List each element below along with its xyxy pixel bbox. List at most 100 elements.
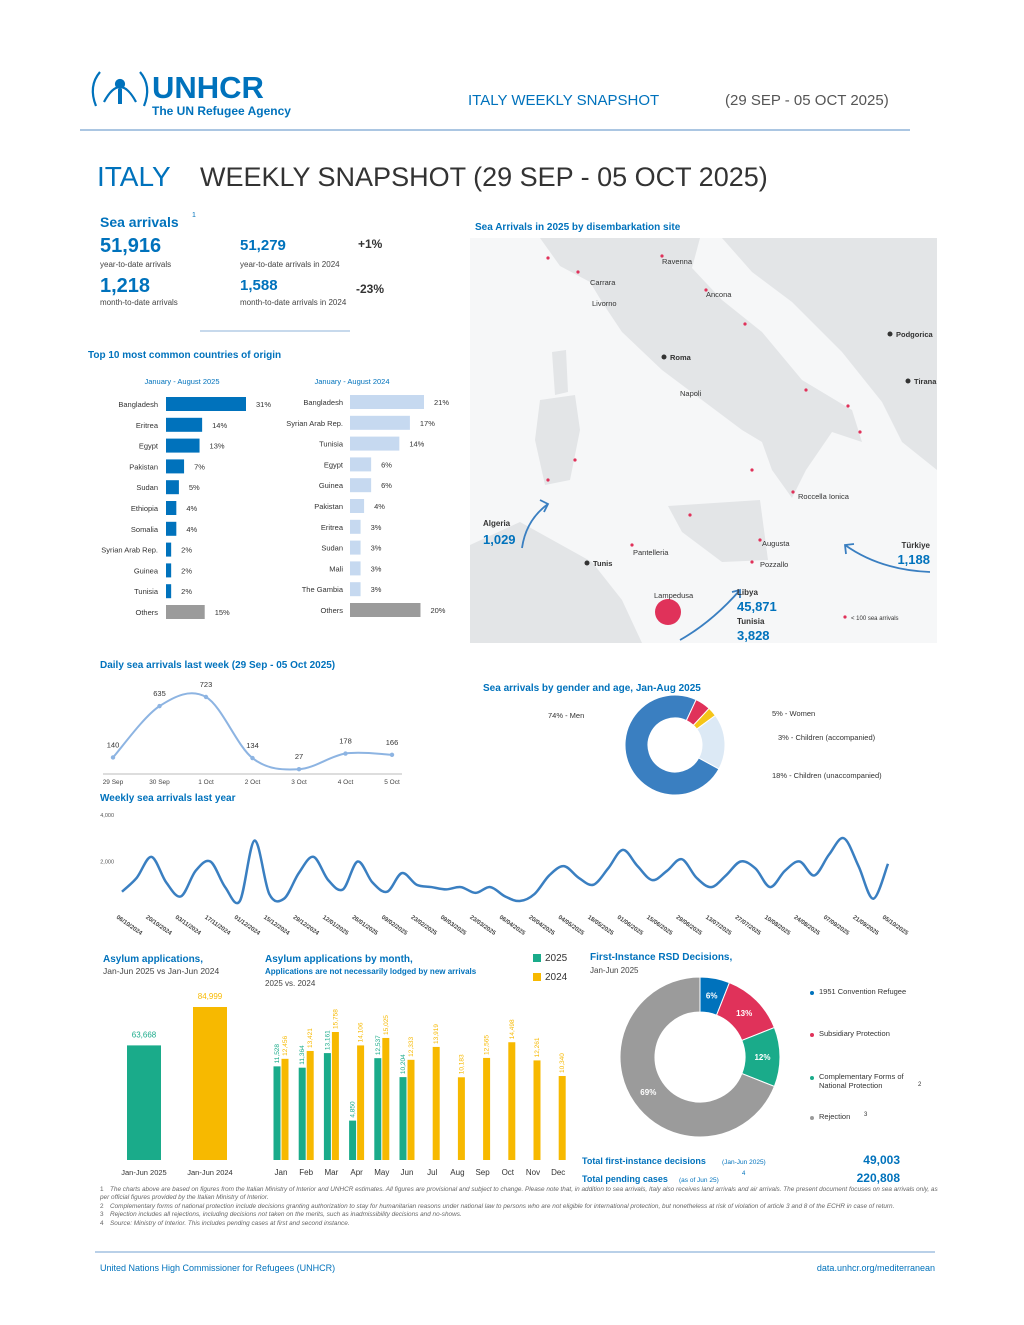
- category-label: Syrian Arab Rep.: [286, 419, 343, 428]
- footnote-text: Complementary forms of national protecti…: [110, 1202, 895, 1210]
- map-land-corsica: [552, 350, 568, 395]
- footnote-mark: 4: [742, 1171, 746, 1177]
- bar: [382, 1037, 390, 1160]
- x-tick-label: 20/10/2024: [144, 915, 173, 938]
- legend-label: Rejection: [819, 1112, 851, 1121]
- site-dot: [846, 404, 850, 408]
- bar: [166, 605, 205, 619]
- bar: [323, 1053, 331, 1160]
- category-label: Guinea: [134, 566, 159, 575]
- place: Napoli: [680, 389, 702, 398]
- value-label: 13%: [210, 442, 225, 451]
- x-tick-label: 12/01/2025: [321, 915, 350, 938]
- bar: [558, 1076, 566, 1160]
- legend-label-box: Subsidiary Protection: [819, 1029, 890, 1038]
- value-label: 3%: [371, 523, 382, 532]
- stat-value: 51,279: [240, 237, 286, 254]
- value-label: 12,261: [534, 1037, 541, 1057]
- legend-label: Complementary Forms of National Protecti…: [819, 1072, 904, 1090]
- map-legend: < 100 sea arrivals: [851, 616, 899, 622]
- category-label: Syrian Arab Rep.: [101, 546, 158, 555]
- bar: [166, 584, 172, 599]
- site-dot: [758, 538, 762, 542]
- map-site-dots: [546, 254, 862, 625]
- footnote-mark: 1: [192, 212, 196, 219]
- site-dot: [750, 560, 754, 564]
- x-tick-label: 3 Oct: [291, 779, 307, 786]
- value-label: 21%: [434, 398, 449, 407]
- total-label: Total first-instance decisions: [582, 1156, 706, 1166]
- stat-value: 1,218: [100, 275, 150, 297]
- stat-label: year-to-date arrivals in 2024: [240, 260, 340, 269]
- value-label: 6%: [381, 460, 392, 469]
- value-label: 84,999: [198, 992, 223, 1001]
- place: Roccella Ionica: [798, 492, 850, 501]
- slice-label: 6%: [706, 992, 718, 1001]
- x-tick-label: Feb: [299, 1168, 313, 1177]
- value-label: 11,364: [299, 1045, 306, 1065]
- legend-label: 2024: [545, 972, 568, 983]
- value-label: 15,758: [332, 1009, 339, 1029]
- x-tick-label: 5 Oct: [384, 779, 400, 786]
- x-tick-label: 03/11/2024: [174, 915, 202, 937]
- value-label: 3%: [371, 564, 382, 573]
- value-label: 14%: [409, 440, 424, 449]
- site-dot: [791, 490, 795, 494]
- chart-title: Asylum applications by month,: [265, 954, 413, 965]
- x-tick-label: 29/06/2025: [675, 915, 704, 938]
- logo: [91, 71, 149, 107]
- value-label: 4%: [374, 502, 385, 511]
- legend-label-box: Rejection: [819, 1112, 851, 1121]
- x-tick-label: 18/05/2025: [586, 915, 615, 938]
- map-land-africa: [470, 522, 642, 643]
- x-tick-label: 20/04/2025: [527, 915, 556, 938]
- bar: [349, 1120, 357, 1160]
- value-label: 31%: [256, 400, 271, 409]
- footnote-mark: 1: [100, 1186, 104, 1193]
- slice-legend: 3% - Children (accompanied): [778, 733, 876, 742]
- value-label: 140: [107, 740, 120, 749]
- place: Livorno: [592, 299, 617, 308]
- bar: [166, 501, 177, 515]
- value-label: 3%: [371, 544, 382, 553]
- footer-url: data.unhcr.org/mediterranean: [817, 1263, 935, 1273]
- legend-swatch: [810, 1033, 814, 1037]
- x-tick-label: Oct: [502, 1168, 515, 1177]
- category-label: Bangladesh: [303, 398, 343, 407]
- value-label: 15,025: [383, 1015, 390, 1035]
- x-tick-label: 09/03/2025: [439, 915, 468, 938]
- value-label: 2%: [181, 546, 192, 555]
- x-tick-label: Nov: [526, 1168, 540, 1177]
- value-label: 7%: [194, 462, 205, 471]
- x-tick-label: 23/03/2025: [468, 915, 497, 938]
- value-label: 723: [200, 680, 213, 689]
- x-tick-label: Jan-Jun 2024: [187, 1168, 232, 1177]
- bar: [350, 499, 365, 513]
- slice-label: 12%: [754, 1053, 770, 1062]
- value-label: 635: [153, 689, 166, 698]
- legend-label: 1951 Convention Refugee: [819, 987, 907, 996]
- category-label: Tunisia: [319, 440, 344, 449]
- x-tick-label: 15/06/2025: [645, 915, 674, 938]
- y-tick-label: 4,000: [100, 813, 114, 819]
- section-title: Sea arrivals: [100, 214, 179, 230]
- chart-title: Daily sea arrivals last week (29 Sep - 0…: [100, 660, 335, 671]
- donut-slice: [624, 694, 720, 796]
- footnote-mark: 2: [918, 1082, 922, 1088]
- stat-value: 1,588: [240, 277, 278, 294]
- category-label: Eritrea: [136, 421, 159, 430]
- stat-value: 51,916: [100, 235, 161, 257]
- value-label: 10,183: [458, 1054, 465, 1074]
- bar: [483, 1057, 491, 1160]
- legend-label-box: Complementary Forms of National Protecti…: [819, 1072, 904, 1090]
- logo-text: UNHCR: [152, 70, 264, 105]
- value-label: 4%: [186, 504, 197, 513]
- site-dot: [704, 288, 708, 292]
- total-value: 220,808: [857, 1171, 901, 1185]
- value-label: 4,850: [350, 1101, 357, 1118]
- slice-label: 13%: [736, 1009, 752, 1018]
- total-value: 49,003: [863, 1153, 900, 1167]
- laurel-right: [139, 71, 149, 107]
- x-tick-label: 30 Sep: [149, 779, 170, 786]
